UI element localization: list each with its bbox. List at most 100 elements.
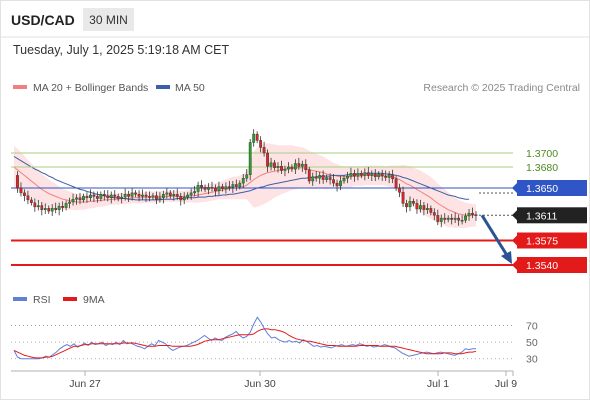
candle <box>457 214 461 226</box>
candle-body <box>210 187 214 189</box>
candle-body <box>95 196 99 199</box>
candle-body <box>335 182 339 187</box>
level-lines <box>11 152 513 266</box>
candle <box>346 171 349 184</box>
level-value: 1.3650 <box>526 183 558 195</box>
candle <box>356 168 360 181</box>
candle <box>234 179 238 191</box>
candle <box>144 191 148 202</box>
candle-body <box>109 194 113 198</box>
candle-body <box>151 195 155 198</box>
rsi-chart: 70 50 30 <box>11 316 538 366</box>
candle-body <box>245 174 249 179</box>
rsi-tick-label: 30 <box>526 354 538 366</box>
candle-body <box>179 196 183 201</box>
level-value: 1.3680 <box>526 162 558 174</box>
rsi-ma-legend-swatch <box>63 297 77 301</box>
candle <box>394 176 398 191</box>
candle-body <box>380 173 384 177</box>
candle-body <box>436 215 440 222</box>
candle-body <box>214 187 217 191</box>
candle <box>446 215 450 223</box>
candle-body <box>241 177 245 184</box>
candle-body <box>429 208 433 213</box>
candle <box>297 157 301 170</box>
candle-body <box>234 184 238 187</box>
level-tag-resistance-1: 1.3680 <box>526 162 558 174</box>
candle <box>425 203 429 214</box>
candle-body <box>460 219 464 222</box>
price-legend: MA 20 + Bollinger Bands MA 50 <box>13 82 205 94</box>
candle <box>328 173 332 185</box>
level-tag-bg <box>517 180 587 196</box>
candle-body <box>175 194 179 197</box>
candle-body <box>221 186 224 189</box>
x-tick-label: Jul 9 <box>495 378 517 390</box>
candle-body <box>207 187 210 190</box>
candle <box>19 182 23 197</box>
candle-body <box>471 212 474 215</box>
candle <box>276 162 280 173</box>
candle <box>227 181 231 191</box>
candle <box>102 190 106 201</box>
candle <box>287 162 290 174</box>
candle <box>380 169 384 181</box>
candle-body <box>120 196 124 199</box>
candle-body <box>398 187 401 193</box>
candle-body <box>318 175 322 179</box>
level-tag-bg <box>517 207 587 224</box>
rsi-ma-line <box>13 328 477 359</box>
candle <box>89 189 92 202</box>
candle <box>109 191 113 204</box>
candle-body <box>255 133 259 141</box>
candle <box>377 171 381 180</box>
candle-body <box>422 205 426 210</box>
candle <box>391 169 395 184</box>
candle-body <box>314 176 318 179</box>
candle-body <box>33 202 37 208</box>
rsi-legend: RSI 9MA <box>13 294 105 306</box>
candle-body <box>193 191 197 194</box>
candle <box>353 169 356 182</box>
candle <box>113 190 117 201</box>
candle <box>155 191 158 205</box>
candle <box>57 202 61 216</box>
candle-body <box>47 208 51 212</box>
candle <box>415 199 419 214</box>
candle <box>363 168 367 181</box>
candle-body <box>259 140 263 148</box>
candle-body <box>113 194 117 197</box>
candle <box>252 129 256 147</box>
candle <box>182 192 186 205</box>
x-tick-label: Jun 30 <box>244 378 276 390</box>
candle-body <box>78 197 82 201</box>
candle-body <box>26 195 30 201</box>
candle <box>29 197 33 206</box>
price-chart: 1.3700 1.3680 1.3650 1.3611 1.3575 1.3540 <box>11 129 587 273</box>
candle <box>248 139 252 181</box>
candle <box>200 180 203 192</box>
candle <box>71 193 75 206</box>
level-tag-pivot: 1.3650 <box>512 180 587 196</box>
datetime-stamp: Tuesday, July 1, 2025 5:19:18 AM CET <box>13 43 229 57</box>
candle-body <box>102 194 106 196</box>
candle-body <box>419 205 422 210</box>
level-labels: 1.3700 1.3680 1.3650 1.3611 1.3575 1.3540 <box>512 148 587 273</box>
candle-body <box>200 184 203 188</box>
candle <box>467 209 471 221</box>
candle <box>387 171 391 184</box>
candle <box>342 175 346 184</box>
candle <box>33 198 37 212</box>
ma50-legend-swatch <box>156 85 170 89</box>
candle-body <box>405 203 408 208</box>
candle-body <box>467 212 471 217</box>
rsi-tick-label: 70 <box>526 321 538 333</box>
projection-arrow-head <box>501 251 512 264</box>
candle-body <box>446 217 450 220</box>
level-tag-pointer <box>512 235 517 246</box>
candle <box>398 183 401 198</box>
candle-body <box>387 174 391 178</box>
timeframe-badge[interactable]: 30 MIN <box>83 8 134 31</box>
candle-body <box>248 142 252 175</box>
